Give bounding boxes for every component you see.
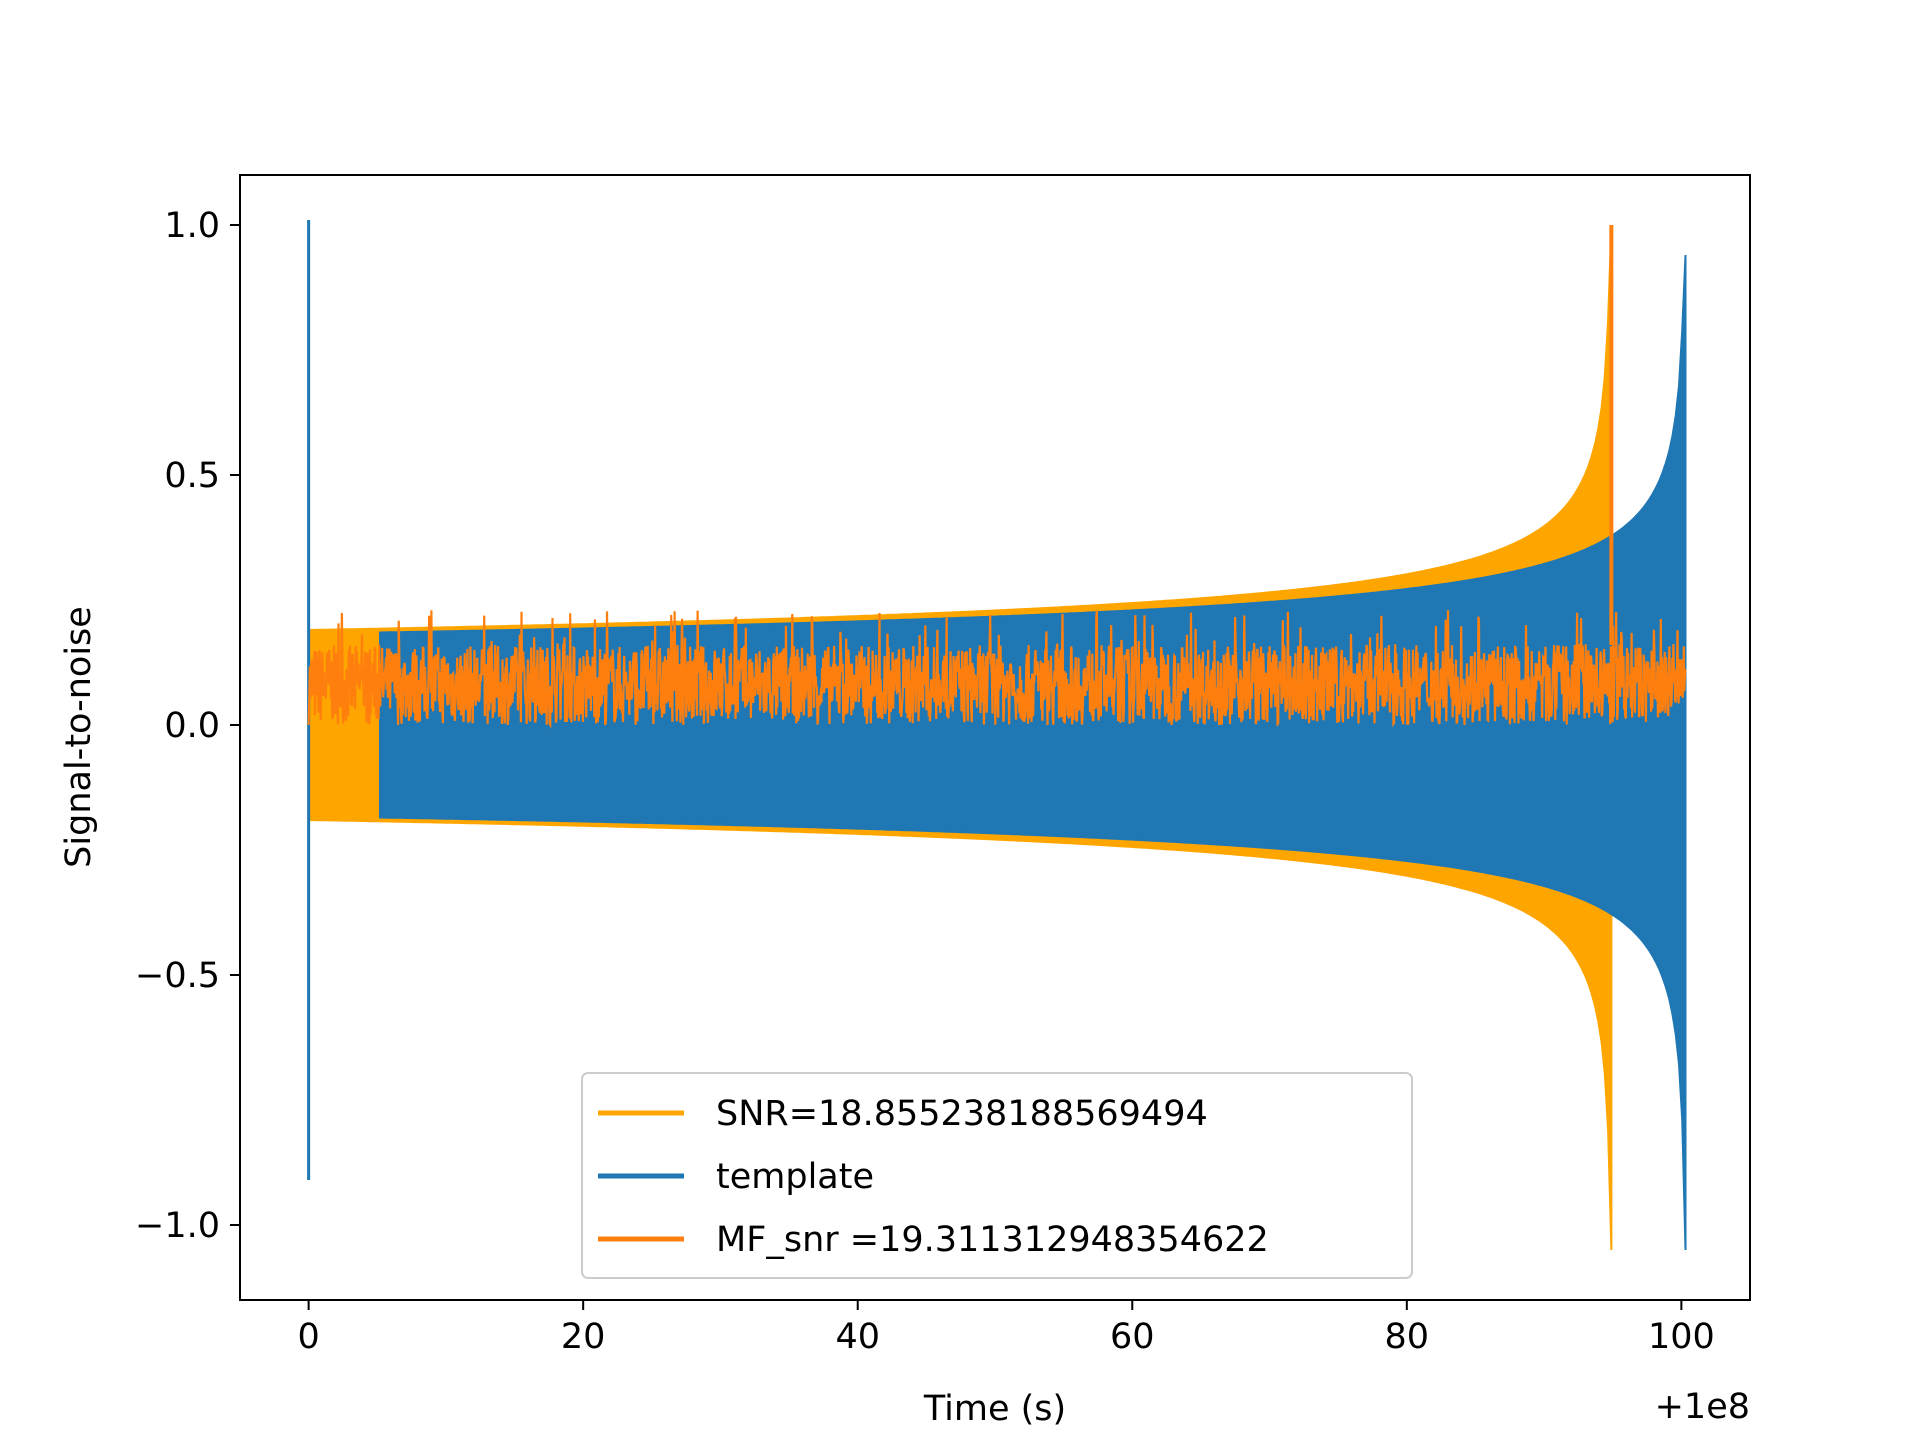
series-layer xyxy=(307,220,1687,1251)
series-1-band xyxy=(379,254,1687,1251)
x-tick-label: 80 xyxy=(1385,1317,1430,1357)
legend-box xyxy=(581,1072,1413,1279)
y-tick-label: −0.5 xyxy=(135,956,220,996)
plot-frame xyxy=(239,174,1751,1301)
series-2-line xyxy=(307,610,1687,729)
x-tick-label: 60 xyxy=(1110,1317,1155,1357)
x-offset-label: +1e8 xyxy=(1655,1387,1750,1427)
series-2 xyxy=(307,225,1687,729)
x-axis: 0 20 40 60 80 100 xyxy=(297,1300,1715,1357)
x-tick-label: 100 xyxy=(1648,1317,1715,1357)
x-axis-label: Time (s) xyxy=(923,1389,1066,1429)
legend: SNR=18.855238188569494 template MF_snr =1… xyxy=(581,1072,1413,1279)
x-tick-label: 40 xyxy=(835,1317,880,1357)
legend-label: SNR=18.855238188569494 xyxy=(716,1094,1208,1134)
x-tick-label: 20 xyxy=(561,1317,606,1357)
legend-label: template xyxy=(716,1157,874,1197)
y-axis: −1.0 −0.5 0.0 0.5 1.0 xyxy=(135,206,240,1246)
y-tick-label: 0.5 xyxy=(164,456,220,496)
y-tick-label: 0.0 xyxy=(164,706,220,746)
x-tick-label: 0 xyxy=(297,1317,319,1357)
legend-label: MF_snr =19.311312948354622 xyxy=(716,1220,1269,1260)
y-axis-label: Signal-to-noise xyxy=(59,606,99,868)
y-tick-label: 1.0 xyxy=(164,206,220,246)
y-tick-label: −1.0 xyxy=(135,1206,220,1246)
